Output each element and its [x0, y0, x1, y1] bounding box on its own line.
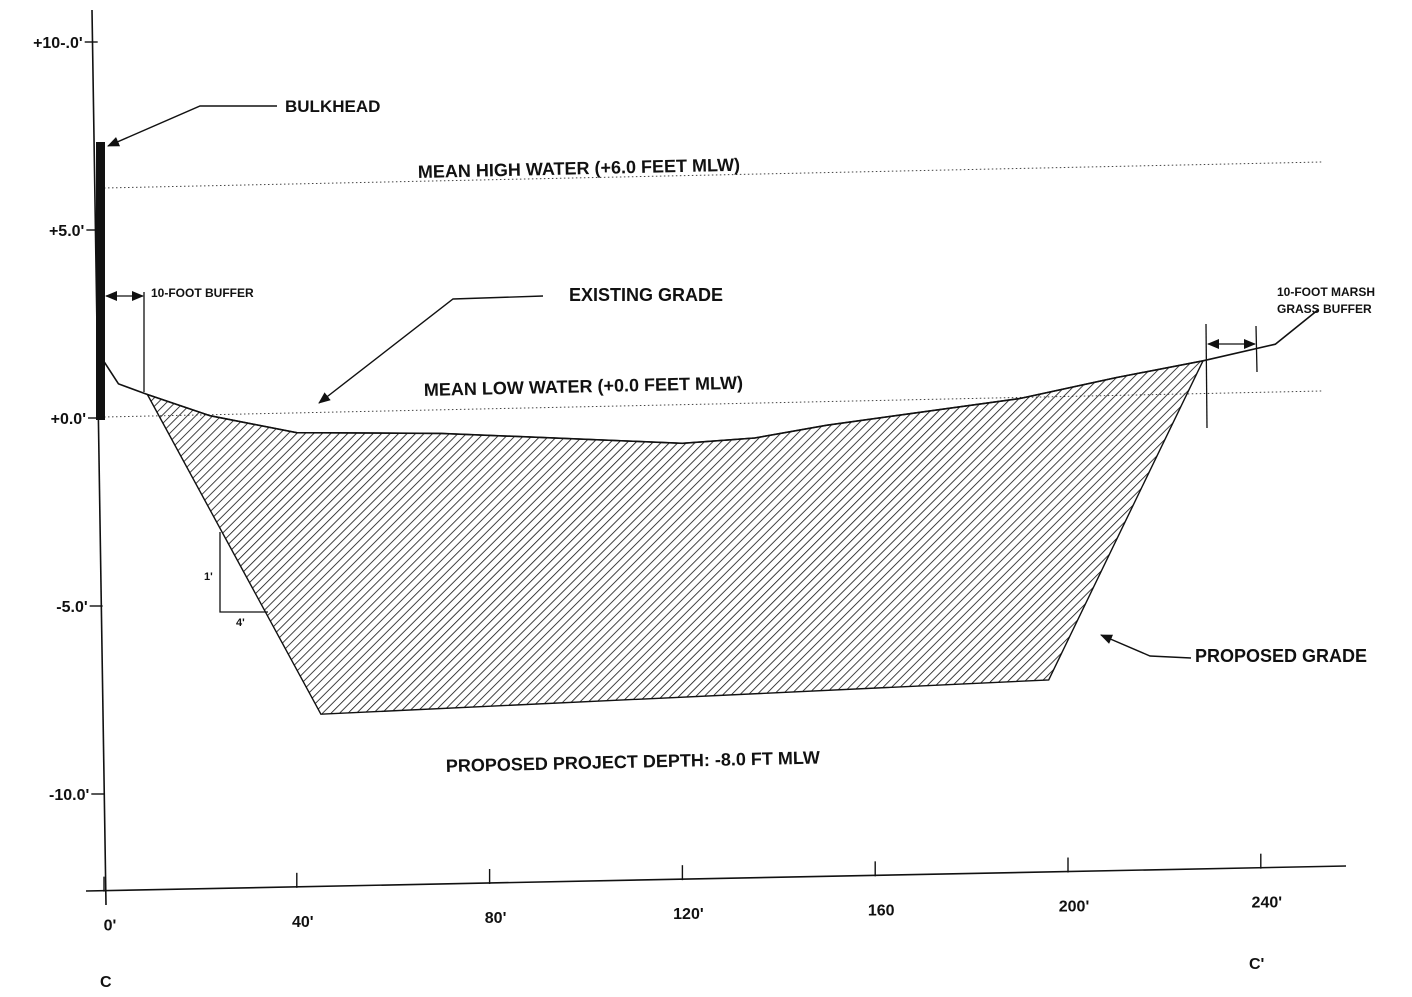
- slope-rise-label: 1': [204, 571, 213, 583]
- section-end-label: C': [1249, 956, 1264, 973]
- buffer-right-label-line2: GRASS BUFFER: [1277, 302, 1372, 316]
- mean-high-water-label: MEAN HIGH WATER (+6.0 FEET MLW): [418, 155, 741, 182]
- proposed-grade-label: PROPOSED GRADE: [1195, 646, 1367, 666]
- x-tick-label: 240': [1252, 895, 1283, 912]
- buffer-right-dimension-line-a: [1205, 323, 1208, 429]
- x-tick-label: 120': [673, 906, 704, 923]
- mean-low-water-label: MEAN LOW WATER (+0.0 FEET MLW): [424, 373, 744, 400]
- y-axis-ticks: +10-.0' +5.0' +0.0' -5.0' -10.0': [33, 35, 105, 804]
- existing-grade-label: EXISTING GRADE: [569, 285, 723, 305]
- existing-grade-line: [103, 308, 1320, 445]
- buffer-right-label-line1: 10-FOOT MARSH: [1277, 285, 1375, 299]
- bulkhead-wall: [96, 142, 105, 420]
- x-axis-ticks: 0' 40' 80' 120' 160 200' 240': [103, 853, 1283, 935]
- y-tick-label: -10.0': [49, 787, 89, 804]
- buffer-left-label: 10-FOOT BUFFER: [151, 286, 254, 300]
- y-axis-line: [91, 9, 107, 906]
- mean-high-water-line: [103, 161, 1323, 189]
- y-tick-label: +0.0': [51, 411, 86, 428]
- slope-indicator: [219, 532, 268, 613]
- section-start-label: C: [100, 974, 112, 991]
- x-tick-label: 200': [1059, 899, 1090, 916]
- existing-grade-leader: [318, 295, 544, 404]
- project-depth-label: PROPOSED PROJECT DEPTH: -8.0 FT MLW: [446, 748, 820, 776]
- mean-low-water-line: [103, 390, 1323, 418]
- slope-run-label: 4': [236, 617, 245, 629]
- x-tick-label: 40': [292, 914, 314, 931]
- x-tick-label: 160: [868, 902, 895, 919]
- y-tick-label: -5.0': [56, 599, 87, 616]
- proposed-grade-leader: [1100, 634, 1192, 659]
- dredge-area-hatched: [145, 359, 1205, 715]
- y-tick-label: +5.0': [49, 223, 84, 240]
- bulkhead-label: BULKHEAD: [285, 97, 380, 116]
- y-tick-label: +10-.0': [33, 35, 83, 52]
- x-axis-line: [85, 865, 1347, 892]
- x-tick-label: 80': [485, 910, 507, 927]
- x-tick-label: 0': [104, 918, 117, 935]
- bulkhead-leader: [107, 105, 277, 147]
- buffer-right-dimension-line-b: [1255, 325, 1258, 373]
